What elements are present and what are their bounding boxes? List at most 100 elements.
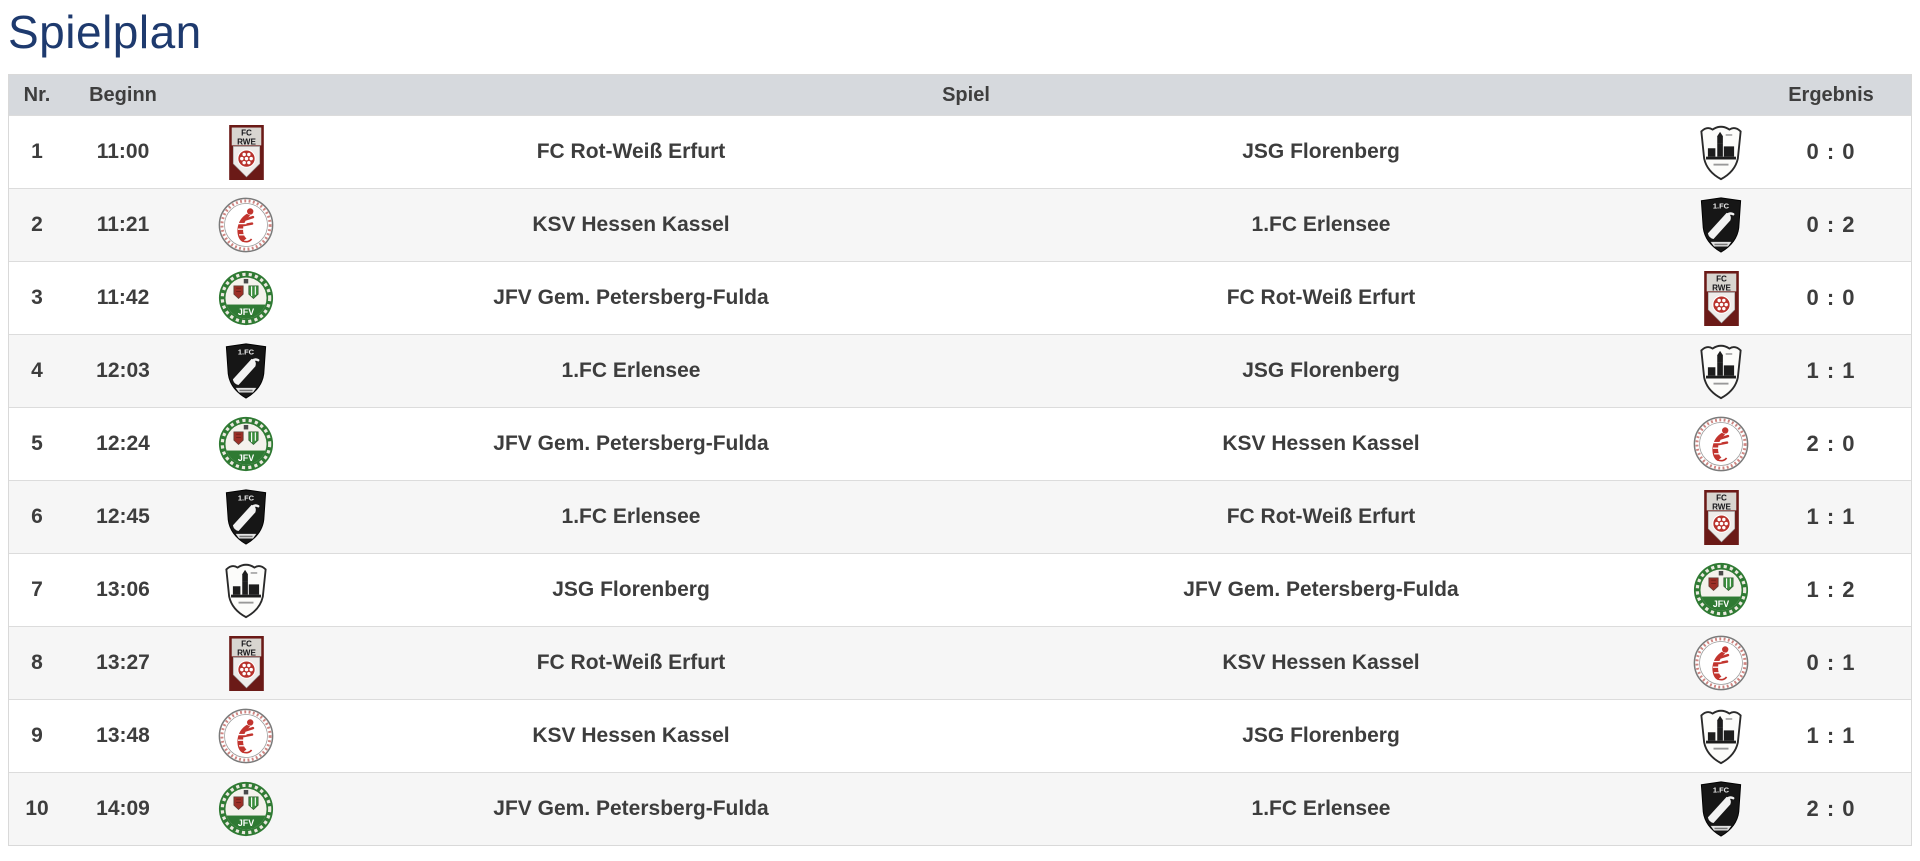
match-row: 9 13:48 KSV Hessen Kassel JSG Florenberg… [9, 699, 1911, 772]
match-row: 2 11:21 KSV Hessen Kassel 1.FC Erlensee … [9, 188, 1911, 261]
match-score: 0 : 0 [1806, 139, 1856, 164]
match-row: 4 12:03 1.FC Erlensee JSG Florenberg 1 :… [9, 334, 1911, 407]
match-start-time: 14:09 [96, 797, 150, 820]
jsg-florenberg-crest-icon [1694, 123, 1748, 181]
away-team-name: JFV Gem. Petersberg-Fulda [1183, 578, 1459, 601]
match-score: 0 : 2 [1806, 212, 1856, 237]
jfv-petersberg-fulda-crest-icon [218, 416, 274, 472]
away-team-name: JSG Florenberg [1242, 140, 1400, 163]
home-team-crest [181, 125, 311, 180]
match-number: 3 [31, 286, 43, 309]
home-team-crest [181, 197, 311, 253]
away-team-name: JSG Florenberg [1242, 359, 1400, 382]
home-team-name: JSG Florenberg [552, 578, 710, 601]
home-team-name: JFV Gem. Petersberg-Fulda [493, 797, 769, 820]
home-team-name: JFV Gem. Petersberg-Fulda [493, 432, 769, 455]
ksv-hessen-kassel-crest-icon [218, 197, 274, 253]
match-number: 1 [31, 140, 43, 163]
match-number: 9 [31, 724, 43, 747]
home-team-crest [181, 781, 311, 837]
match-row: 1 11:00 FC Rot-Weiß Erfurt JSG Florenber… [9, 115, 1911, 188]
match-start-time: 12:03 [96, 359, 150, 382]
away-team-name: 1.FC Erlensee [1251, 213, 1391, 236]
header-beginn: Beginn [89, 83, 157, 106]
away-team-crest [1691, 707, 1751, 765]
away-team-crest [1691, 562, 1751, 618]
match-number: 10 [25, 797, 49, 820]
away-team-crest [1691, 490, 1751, 545]
home-team-crest [181, 416, 311, 472]
match-score: 0 : 1 [1806, 650, 1856, 675]
jfv-petersberg-fulda-crest-icon [1693, 562, 1749, 618]
home-team-crest [181, 488, 311, 546]
jsg-florenberg-crest-icon [1694, 707, 1748, 765]
fc-rot-weiss-erfurt-crest-icon [229, 636, 264, 691]
home-team-crest [181, 561, 311, 619]
match-start-time: 13:48 [96, 724, 150, 747]
match-row: 10 14:09 JFV Gem. Petersberg-Fulda 1.FC … [9, 772, 1911, 845]
match-score: 1 : 1 [1806, 358, 1856, 383]
home-team-name: 1.FC Erlensee [561, 359, 701, 382]
home-team-crest [181, 342, 311, 400]
match-row: 5 12:24 JFV Gem. Petersberg-Fulda KSV He… [9, 407, 1911, 480]
match-score: 0 : 0 [1806, 285, 1856, 310]
ksv-hessen-kassel-crest-icon [1693, 635, 1749, 691]
home-team-name: FC Rot-Weiß Erfurt [536, 140, 726, 163]
match-score: 2 : 0 [1806, 796, 1856, 821]
schedule-table: Nr. Beginn Spiel Ergebnis 1 11:00 FC Rot… [8, 74, 1912, 846]
match-row: 8 13:27 FC Rot-Weiß Erfurt KSV Hessen Ka… [9, 626, 1911, 699]
home-team-crest [181, 708, 311, 764]
header-ergebnis: Ergebnis [1788, 83, 1874, 106]
fc-erlensee-crest-icon [1696, 780, 1746, 838]
away-team-crest [1691, 123, 1751, 181]
home-team-name: 1.FC Erlensee [561, 505, 701, 528]
away-team-name: JSG Florenberg [1242, 724, 1400, 747]
match-start-time: 13:27 [96, 651, 150, 674]
away-team-name: FC Rot-Weiß Erfurt [1226, 505, 1416, 528]
home-team-crest [181, 636, 311, 691]
away-team-name: KSV Hessen Kassel [1222, 432, 1420, 455]
away-team-crest [1691, 271, 1751, 326]
fc-rot-weiss-erfurt-crest-icon [1704, 271, 1739, 326]
match-score: 1 : 1 [1806, 504, 1856, 529]
away-team-crest [1691, 635, 1751, 691]
away-team-crest [1691, 416, 1751, 472]
match-start-time: 12:45 [96, 505, 150, 528]
match-row: 7 13:06 JSG Florenberg JFV Gem. Petersbe… [9, 553, 1911, 626]
match-start-time: 11:21 [96, 213, 150, 236]
match-number: 4 [31, 359, 43, 382]
match-start-time: 11:00 [96, 140, 150, 163]
match-start-time: 13:06 [96, 578, 150, 601]
match-number: 2 [31, 213, 43, 236]
home-team-crest [181, 270, 311, 326]
jsg-florenberg-crest-icon [219, 561, 273, 619]
schedule-table-body: 1 11:00 FC Rot-Weiß Erfurt JSG Florenber… [9, 115, 1911, 845]
ksv-hessen-kassel-crest-icon [218, 708, 274, 764]
away-team-crest [1691, 196, 1751, 254]
home-team-name: FC Rot-Weiß Erfurt [536, 651, 726, 674]
jfv-petersberg-fulda-crest-icon [218, 781, 274, 837]
fc-erlensee-crest-icon [221, 342, 271, 400]
fc-erlensee-crest-icon [1696, 196, 1746, 254]
spielplan-page: Spielplan Nr. Beginn Spiel Ergebnis 1 11… [0, 6, 1920, 846]
ksv-hessen-kassel-crest-icon [1693, 416, 1749, 472]
match-row: 6 12:45 1.FC Erlensee FC Rot-Weiß Erfurt… [9, 480, 1911, 553]
away-team-name: FC Rot-Weiß Erfurt [1226, 286, 1416, 309]
away-team-crest [1691, 780, 1751, 838]
match-score: 1 : 1 [1806, 723, 1856, 748]
fc-rot-weiss-erfurt-crest-icon [229, 125, 264, 180]
match-row: 3 11:42 JFV Gem. Petersberg-Fulda FC Rot… [9, 261, 1911, 334]
match-number: 8 [31, 651, 43, 674]
away-team-name: 1.FC Erlensee [1251, 797, 1391, 820]
fc-erlensee-crest-icon [221, 488, 271, 546]
home-team-name: JFV Gem. Petersberg-Fulda [493, 286, 769, 309]
away-team-name: KSV Hessen Kassel [1222, 651, 1420, 674]
jsg-florenberg-crest-icon [1694, 342, 1748, 400]
match-number: 7 [31, 578, 43, 601]
jfv-petersberg-fulda-crest-icon [218, 270, 274, 326]
header-nr: Nr. [23, 83, 51, 106]
away-team-crest [1691, 342, 1751, 400]
schedule-table-header: Nr. Beginn Spiel Ergebnis [9, 75, 1911, 115]
match-start-time: 12:24 [96, 432, 150, 455]
home-team-name: KSV Hessen Kassel [532, 213, 730, 236]
